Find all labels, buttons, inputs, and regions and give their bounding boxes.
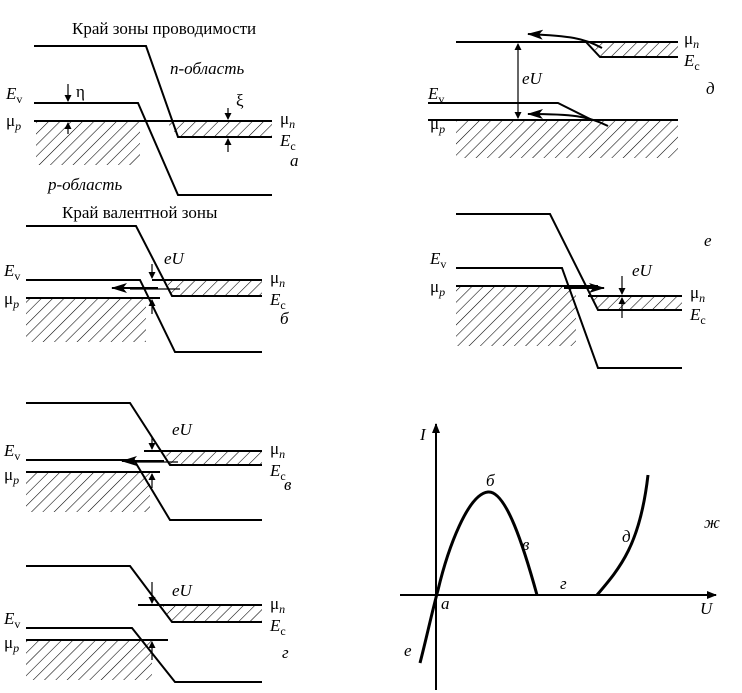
curve-point-d: д [622, 527, 631, 546]
p-filled-states [456, 286, 576, 346]
eta-label: η [76, 82, 85, 101]
p-filled-states [26, 298, 146, 342]
panel-g: eU Ev μp μn Ec г [3, 565, 289, 683]
n-filled-states [164, 451, 262, 465]
hole-flow-arrow [527, 109, 609, 127]
mu-p-label: μp [4, 289, 19, 311]
valence-band-edge [456, 267, 682, 369]
ec-label: Ec [269, 616, 286, 638]
valence-band-edge [26, 459, 262, 521]
n-filled-states [590, 42, 678, 57]
valence-band-edge [428, 102, 678, 121]
valence-band-edge [26, 279, 262, 353]
mu-p-label: μp [430, 277, 445, 299]
panel-zh-iv-curve: I U а б в г д е ж [400, 423, 720, 690]
curve-point-g: г [560, 574, 567, 593]
conduction-band-edge [26, 225, 262, 297]
curve-point-a: а [441, 594, 450, 613]
ev-label: Ev [427, 84, 444, 106]
panel-b: Край валентной зоны eU Ev μp μn Ec б [3, 203, 289, 353]
mu-p-label: μp [430, 114, 445, 136]
panel-d-label: д [706, 79, 715, 98]
valence-band-edge [26, 627, 262, 683]
panel-zh-label: ж [704, 513, 720, 532]
ev-label: Ev [3, 261, 20, 283]
valence-band-edge [34, 102, 272, 196]
mu-p-label: μp [4, 633, 19, 655]
n-filled-states [166, 280, 262, 296]
mu-n-label: μn [684, 29, 699, 51]
n-filled-states [162, 605, 262, 622]
ec-label: Ec [269, 290, 286, 312]
p-filled-states [26, 472, 150, 512]
panel-v: eU Ev μp μn Ec в [3, 402, 292, 521]
mu-n-label: μn [270, 439, 285, 461]
panel-e: eU Ev μp μn Ec е [429, 213, 712, 369]
ev-label: Ev [3, 609, 20, 631]
panel-g-label: г [282, 643, 289, 662]
n-filled-states [166, 121, 272, 137]
eu-label: eU [172, 581, 194, 600]
n-filled-states [590, 296, 682, 310]
panel-e-label: е [704, 231, 712, 250]
xi-label: ξ [236, 91, 244, 110]
panel-b-label: б [280, 309, 289, 328]
conduction-edge-label: Край зоны проводимости [72, 19, 256, 38]
ev-label: Ev [429, 249, 446, 271]
electron-flow-arrow [527, 29, 603, 49]
panel-v-label: в [284, 475, 292, 494]
n-region-label: n-область [170, 59, 245, 78]
eu-label: eU [632, 261, 654, 280]
axis-u-label: U [700, 599, 714, 618]
curve-point-b: б [486, 471, 495, 490]
mu-n-label: μn [270, 594, 285, 616]
ec-label: Ec [689, 305, 706, 327]
ec-label: Ec [269, 461, 286, 483]
p-filled-states [36, 121, 140, 165]
mu-n-label: μn [280, 109, 295, 131]
ec-label: Ec [683, 51, 700, 73]
eu-label: eU [164, 249, 186, 268]
eu-label: eU [522, 69, 544, 88]
mu-n-label: μn [270, 268, 285, 290]
panel-d: eU Ev μp μn Ec д [427, 29, 715, 158]
ec-label: Ec [279, 131, 296, 153]
iv-curve-tunnel [418, 490, 539, 664]
ev-label: Ev [3, 441, 20, 463]
curve-point-v: в [522, 535, 530, 554]
ev-label: Ev [5, 84, 22, 106]
mu-p-label: μp [6, 111, 21, 133]
conduction-band-edge [26, 565, 262, 623]
panel-a: Край зоны проводимости n-область η ξ Ev … [5, 19, 299, 196]
iv-curve-diffusion [595, 474, 650, 596]
panel-a-label: а [290, 151, 299, 170]
conduction-band-edge [26, 402, 262, 466]
eu-label: eU [172, 420, 194, 439]
mu-p-label: μp [4, 465, 19, 487]
p-filled-states [26, 640, 152, 680]
mu-n-label: μn [690, 283, 705, 305]
conduction-band-edge [34, 45, 272, 138]
p-filled-states [456, 120, 678, 158]
curve-point-e: е [404, 641, 412, 660]
axis-i-label: I [419, 425, 427, 444]
p-region-label: p-область [47, 175, 123, 194]
valence-edge-label: Край валентной зоны [62, 203, 218, 222]
conduction-band-edge [456, 213, 682, 311]
